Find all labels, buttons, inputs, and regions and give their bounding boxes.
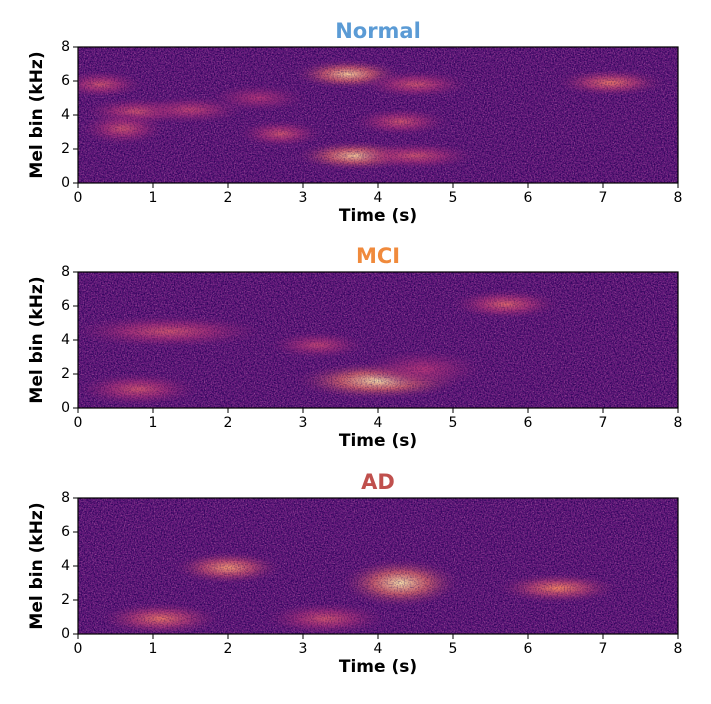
x-axis-label: Time (s) (339, 206, 417, 226)
x-axis-label: Time (s) (339, 431, 417, 451)
x-tick-label: 7 (599, 190, 608, 206)
x-tick-label: 5 (449, 415, 458, 431)
y-tick-label: 8 (61, 39, 70, 55)
x-tick-label: 6 (524, 190, 533, 206)
x-tick-label: 5 (449, 190, 458, 206)
y-tick-label: 6 (61, 298, 70, 314)
y-tick-label: 6 (61, 73, 70, 89)
x-tick-label: 8 (674, 641, 683, 657)
y-tick-label: 8 (61, 490, 70, 506)
chart-title: Normal (335, 19, 421, 43)
x-tick-label: 6 (524, 641, 533, 657)
x-tick-label: 5 (449, 641, 458, 657)
x-tick-label: 2 (224, 415, 233, 431)
y-tick-label: 6 (61, 524, 70, 540)
y-axis-label: Mel bin (kHz) (27, 502, 47, 629)
x-tick-label: 0 (74, 641, 83, 657)
x-tick-label: 0 (74, 415, 83, 431)
y-tick-label: 4 (61, 558, 70, 574)
x-tick-label: 1 (149, 415, 158, 431)
x-tick-label: 3 (299, 415, 308, 431)
chart-title: MCI (356, 244, 400, 268)
x-axis-label: Time (s) (339, 657, 417, 677)
y-tick-label: 4 (61, 107, 70, 123)
x-tick-label: 0 (74, 190, 83, 206)
y-axis-label: Mel bin (kHz) (27, 51, 47, 178)
y-tick-label: 2 (61, 592, 70, 608)
y-tick-label: 4 (61, 332, 70, 348)
noise-overlay (78, 272, 678, 408)
x-tick-label: 4 (374, 641, 383, 657)
x-tick-label: 1 (149, 190, 158, 206)
x-tick-label: 3 (299, 190, 308, 206)
y-tick-label: 0 (61, 626, 70, 642)
heatmap-area (78, 47, 678, 183)
x-tick-label: 3 (299, 641, 308, 657)
x-tick-label: 4 (374, 190, 383, 206)
y-tick-label: 8 (61, 264, 70, 280)
y-tick-label: 0 (61, 175, 70, 191)
y-tick-label: 2 (61, 141, 70, 157)
chart-title: AD (361, 470, 395, 494)
x-tick-label: 2 (224, 641, 233, 657)
x-tick-label: 7 (599, 641, 608, 657)
noise-overlay (78, 47, 678, 183)
y-axis-label: Mel bin (kHz) (27, 276, 47, 403)
x-tick-label: 8 (674, 190, 683, 206)
x-tick-label: 8 (674, 415, 683, 431)
x-tick-label: 4 (374, 415, 383, 431)
y-tick-label: 2 (61, 366, 70, 382)
x-tick-label: 6 (524, 415, 533, 431)
x-tick-label: 2 (224, 190, 233, 206)
heatmap-area (78, 498, 678, 634)
x-tick-label: 7 (599, 415, 608, 431)
x-tick-label: 1 (149, 641, 158, 657)
y-tick-label: 0 (61, 400, 70, 416)
noise-overlay (78, 498, 678, 634)
heatmap-area (78, 272, 678, 408)
